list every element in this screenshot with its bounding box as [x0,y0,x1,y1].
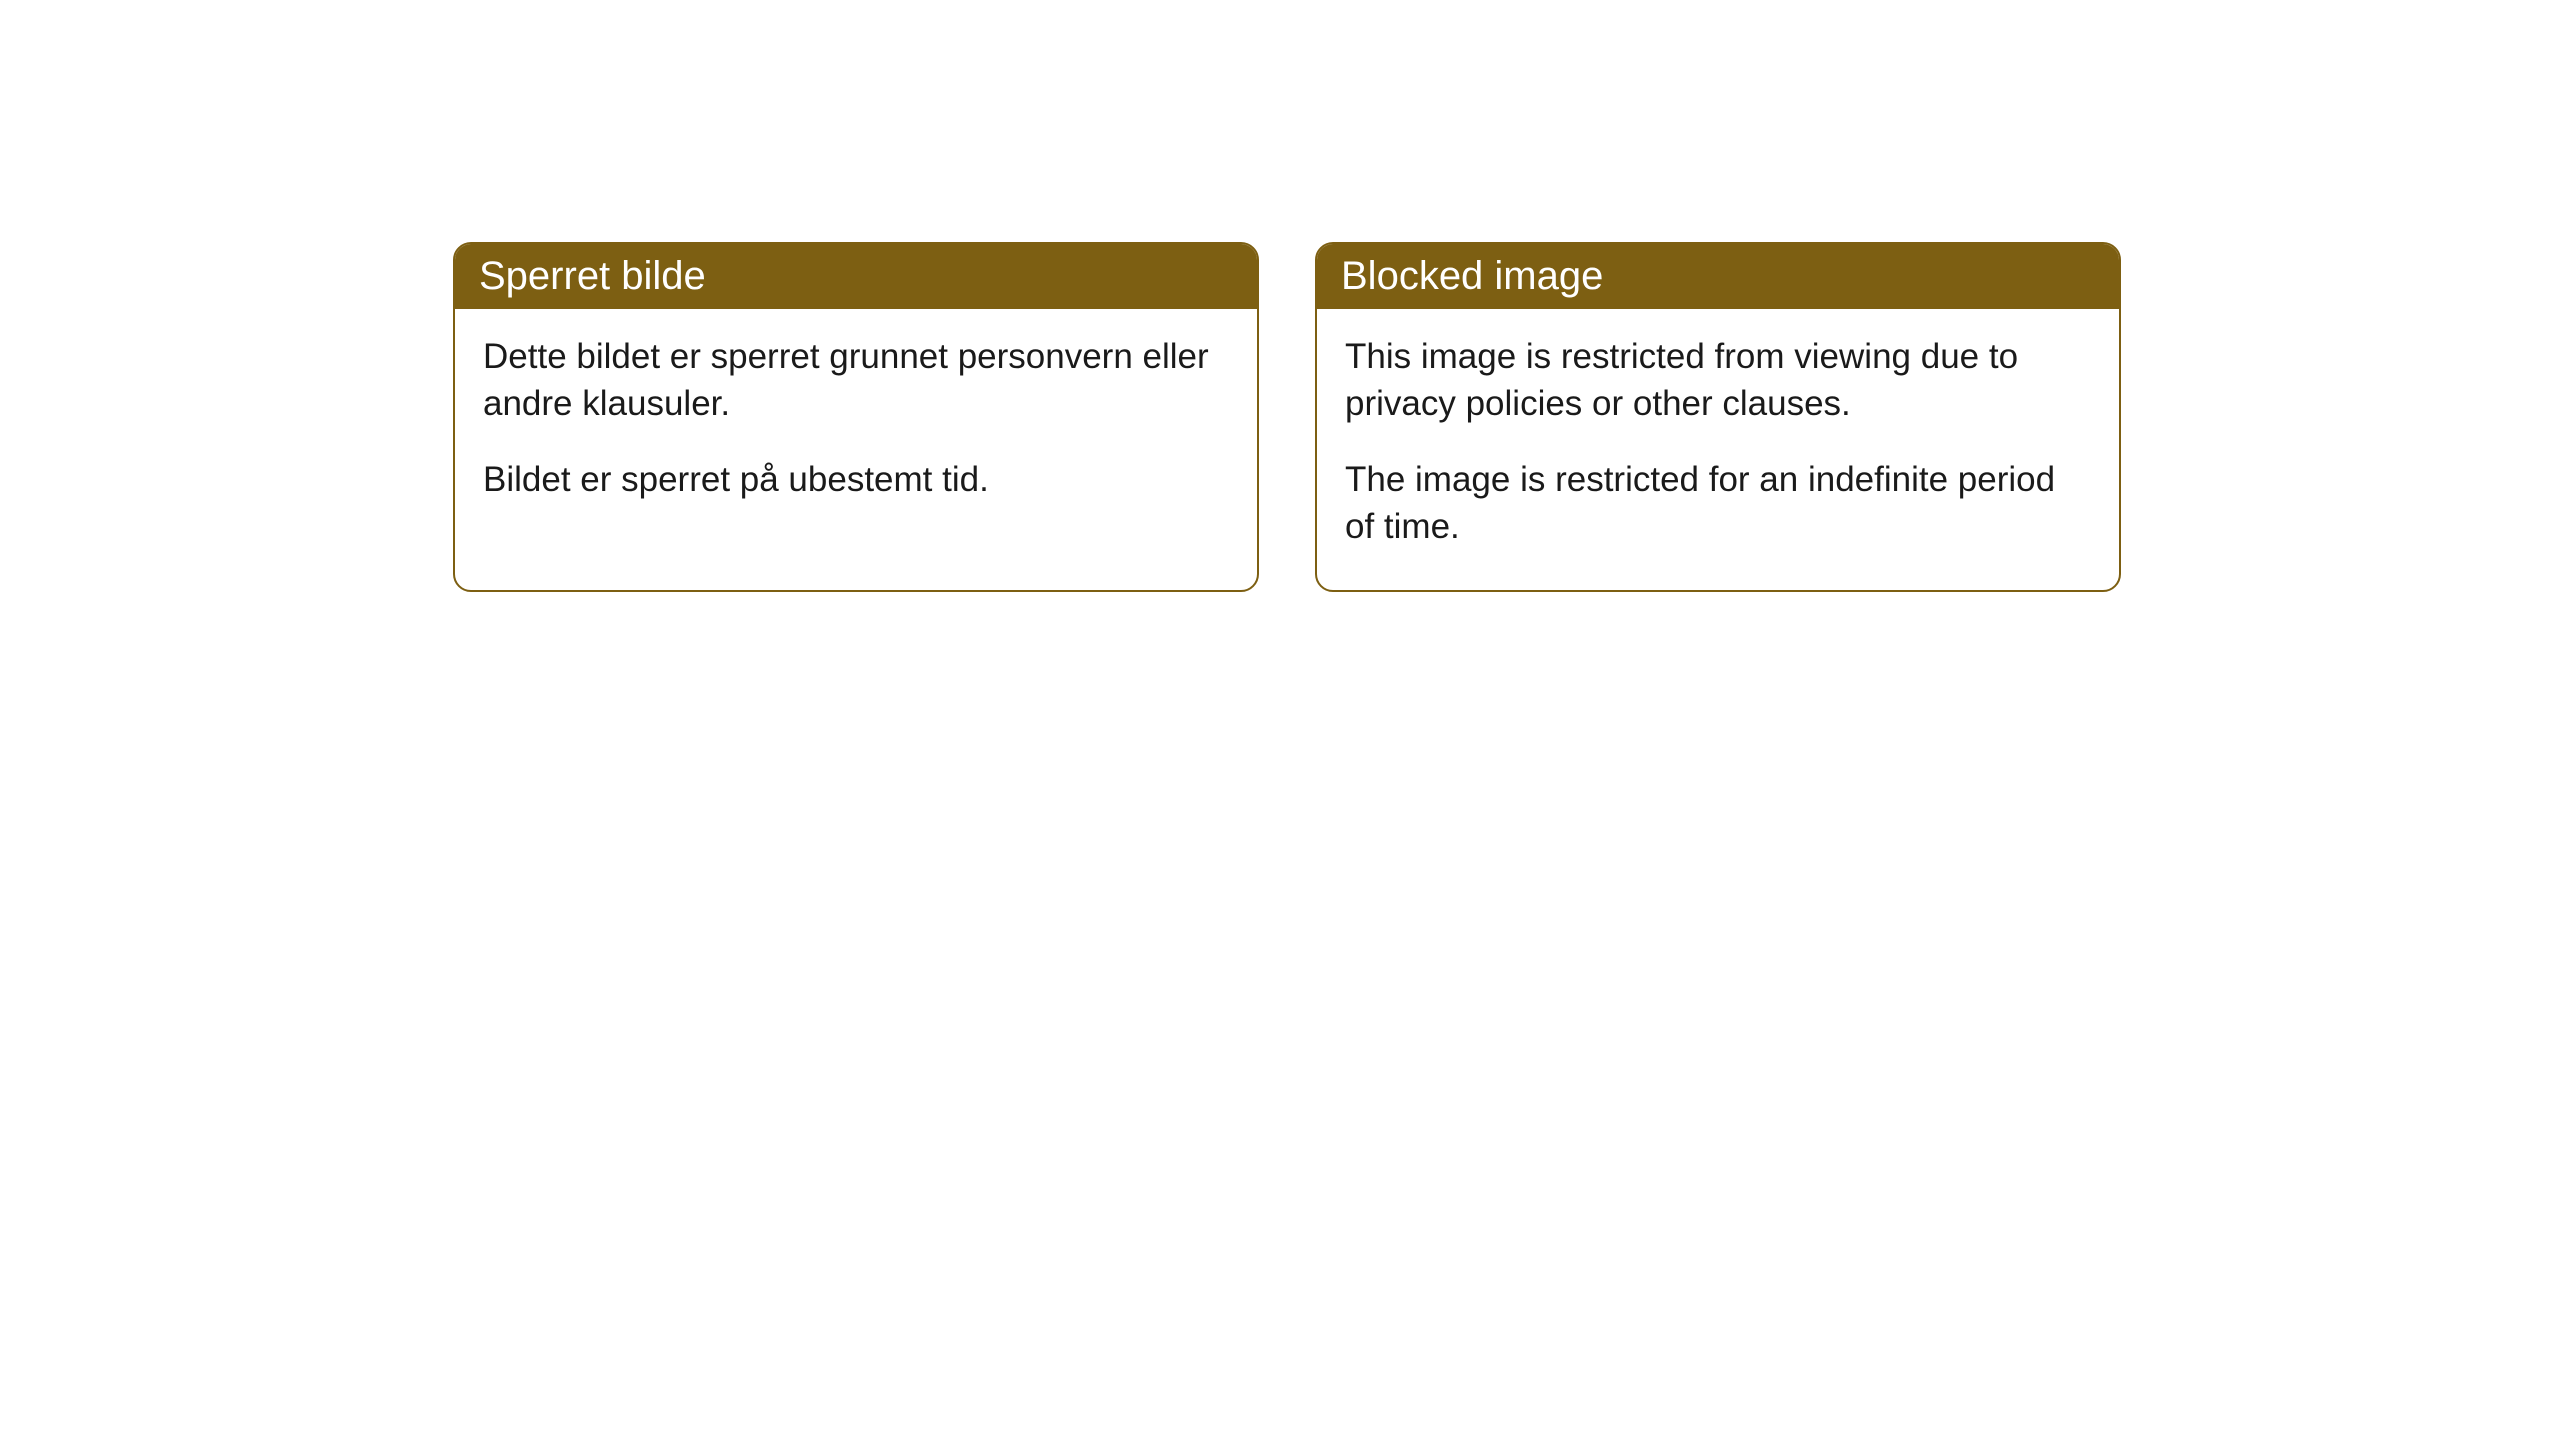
card-header-no: Sperret bilde [455,244,1257,309]
card-title-no: Sperret bilde [479,254,706,298]
card-title-en: Blocked image [1341,254,1603,298]
card-text-en-1: This image is restricted from viewing du… [1345,333,2091,428]
blocked-image-card-no: Sperret bilde Dette bildet er sperret gr… [453,242,1259,592]
card-body-en: This image is restricted from viewing du… [1317,309,2119,590]
blocked-image-card-en: Blocked image This image is restricted f… [1315,242,2121,592]
card-body-no: Dette bildet er sperret grunnet personve… [455,309,1257,543]
card-container: Sperret bilde Dette bildet er sperret gr… [453,242,2121,592]
card-header-en: Blocked image [1317,244,2119,309]
card-text-no-1: Dette bildet er sperret grunnet personve… [483,333,1229,428]
card-text-en-2: The image is restricted for an indefinit… [1345,456,2091,551]
card-text-no-2: Bildet er sperret på ubestemt tid. [483,456,1229,503]
